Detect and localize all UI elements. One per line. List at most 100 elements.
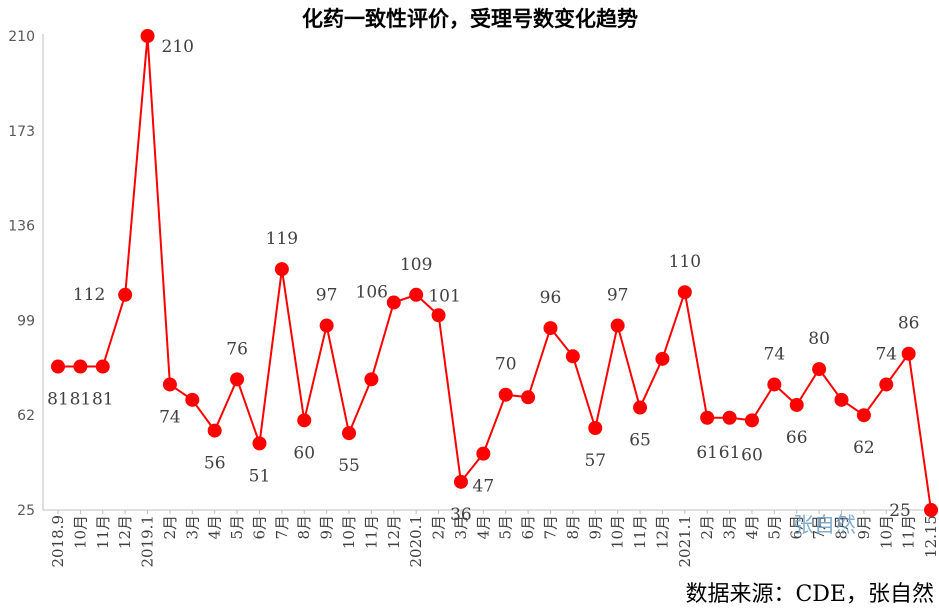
x-tick-label: 2月 <box>161 515 179 540</box>
y-tick-label: 62 <box>17 408 35 424</box>
watermark: 张自然 <box>793 513 856 537</box>
x-tick-label: 9月 <box>318 515 336 540</box>
data-label: 65 <box>629 431 651 451</box>
data-label: 97 <box>607 286 629 306</box>
series-line <box>58 35 932 511</box>
x-tick-label: 8月 <box>833 515 851 540</box>
data-label: 36 <box>450 505 472 525</box>
x-tick-label: 4月 <box>743 515 761 540</box>
data-label: 56 <box>204 454 226 474</box>
data-point <box>207 423 222 438</box>
data-point <box>118 287 133 302</box>
x-tick-label: 3月 <box>452 515 470 540</box>
data-label: 62 <box>853 438 875 458</box>
data-label: 119 <box>266 229 298 249</box>
x-tick-label: 4月 <box>206 515 224 540</box>
x-tick-label: 10月 <box>609 515 627 549</box>
y-tick-label: 136 <box>8 219 35 235</box>
data-point <box>453 474 468 489</box>
x-tick-label: 11月 <box>362 515 380 549</box>
data-point <box>565 349 580 364</box>
data-label: 61 <box>696 443 718 463</box>
x-tick-label: 5月 <box>228 515 246 540</box>
x-tick-label: 5月 <box>497 515 515 540</box>
x-tick-label: 11月 <box>94 515 112 549</box>
data-label: 86 <box>898 314 920 334</box>
data-label: 81 <box>70 390 92 410</box>
data-point <box>655 351 670 366</box>
data-point <box>342 426 357 441</box>
x-tick-label: 4月 <box>474 515 492 540</box>
data-label: 74 <box>875 344 897 364</box>
x-tick-label: 6月 <box>519 515 537 540</box>
data-point <box>924 503 939 517</box>
x-tick-label: 7月 <box>810 515 828 540</box>
x-tick-label: 8月 <box>295 515 313 540</box>
y-tick-label: 25 <box>17 503 35 519</box>
data-point <box>162 377 177 392</box>
data-label: 66 <box>786 428 808 448</box>
data-point <box>51 359 65 374</box>
data-label: 61 <box>719 443 741 463</box>
data-label: 96 <box>540 288 562 308</box>
x-tick-label: 12月 <box>116 515 134 549</box>
data-point <box>140 29 155 43</box>
series-points <box>51 29 939 517</box>
data-point <box>812 362 827 377</box>
data-point <box>274 262 289 277</box>
data-point <box>185 392 200 407</box>
data-point <box>95 359 110 374</box>
source-note: 数据来源：CDE，张自然 <box>685 582 934 607</box>
data-point <box>252 436 267 451</box>
data-label: 109 <box>400 255 432 275</box>
x-tick-label: 7月 <box>541 515 559 540</box>
data-label: 55 <box>338 456 360 476</box>
data-label: 60 <box>741 445 763 465</box>
y-tick-label: 99 <box>17 313 35 329</box>
x-tick-label: 8月 <box>564 515 582 540</box>
x-tick-label: 2021.1 <box>676 515 694 568</box>
data-label: 76 <box>226 339 248 359</box>
data-point <box>521 390 536 405</box>
data-label: 47 <box>473 477 495 497</box>
data-point <box>722 410 737 425</box>
data-point <box>498 387 513 402</box>
x-tick-label: 3月 <box>183 515 201 540</box>
x-tick-label: 2018.9 <box>49 515 67 568</box>
x-tick-label: 2019.1 <box>139 515 157 568</box>
chart-axes <box>42 34 930 511</box>
data-label: 81 <box>47 390 69 410</box>
x-tick-label: 3月 <box>721 515 739 540</box>
x-axis-ticks: 2018.9 10月 11月 12月 2019.1 2月 3月 4月 5月 6月 7月 8月 9月 10月… <box>49 510 939 568</box>
x-tick-label: 2月 <box>698 515 716 540</box>
data-label: 210 <box>162 37 194 57</box>
x-tick-label: 9月 <box>586 515 604 540</box>
x-tick-label: 11月 <box>900 515 918 549</box>
data-point <box>700 410 715 425</box>
data-point <box>386 295 401 310</box>
data-label: 74 <box>764 344 786 364</box>
data-label: 110 <box>669 252 701 272</box>
data-point <box>767 377 782 392</box>
data-point <box>431 308 446 323</box>
data-label: 74 <box>159 407 181 427</box>
x-tick-label: 9月 <box>855 515 873 540</box>
y-tick-label: 173 <box>8 124 35 140</box>
x-tick-label: 10月 <box>71 515 89 549</box>
y-tick-label: 210 <box>8 29 35 45</box>
data-label: 60 <box>293 443 315 463</box>
x-tick-label: 2月 <box>430 515 448 540</box>
data-point <box>901 346 916 361</box>
data-point <box>543 321 558 336</box>
x-tick-label: 2020.1 <box>407 515 425 568</box>
x-tick-label: 10月 <box>877 515 895 549</box>
data-label: 97 <box>316 286 338 306</box>
data-point <box>677 285 692 300</box>
data-label: 25 <box>889 501 911 521</box>
data-label: 57 <box>584 451 606 471</box>
data-point <box>588 421 603 436</box>
x-tick-label: 10月 <box>340 515 358 549</box>
y-axis-ticks: 25 62 99 136 173 210 <box>8 29 35 519</box>
data-label: 51 <box>249 466 271 486</box>
